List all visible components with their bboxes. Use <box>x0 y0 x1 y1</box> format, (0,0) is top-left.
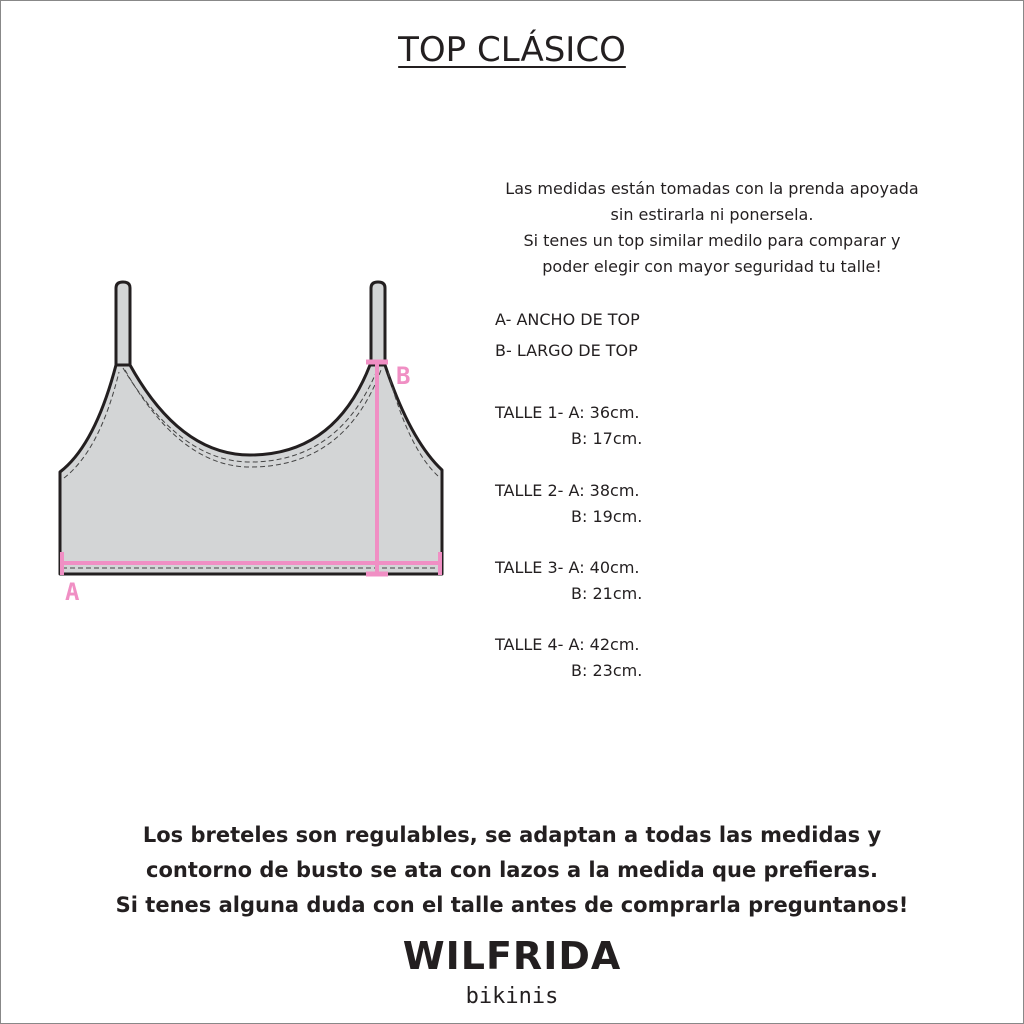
size-2: TALLE 2- A: 38cm. B: 19cm. <box>495 478 642 530</box>
size-3: TALLE 3- A: 40cm. B: 21cm. <box>495 555 642 607</box>
garment <box>58 280 444 576</box>
label-a: A <box>65 578 80 606</box>
size-a: TALLE 4- A: 42cm. <box>495 635 640 654</box>
size-b: B: 17cm. <box>571 429 643 448</box>
intro-line: sin estirarla ni ponersela. <box>610 205 814 224</box>
footer-note: Los breteles son regulables, se adaptan … <box>0 818 1024 923</box>
intro-line: poder elegir con mayor seguridad tu tall… <box>542 257 882 276</box>
size-a: TALLE 3- A: 40cm. <box>495 558 640 577</box>
size-4: TALLE 4- A: 42cm. B: 23cm. <box>495 632 642 684</box>
measure-lines <box>60 359 442 577</box>
size-b: B: 21cm. <box>571 584 643 603</box>
legend-a: A- ANCHO DE TOP <box>495 310 640 329</box>
brand-subtitle: bikinis <box>465 984 559 1009</box>
size-b: B: 23cm. <box>571 661 643 680</box>
footer-line: Si tenes alguna duda con el talle antes … <box>115 893 909 917</box>
label-b: B <box>396 362 410 390</box>
top-body <box>58 363 444 576</box>
intro-text: Las medidas están tomadas con la prenda … <box>470 176 954 280</box>
page-title: TOP CLÁSICO <box>398 30 626 70</box>
footer-line: Los breteles son regulables, se adaptan … <box>142 823 882 847</box>
right-strap <box>369 280 387 367</box>
size-1: TALLE 1- A: 36cm. B: 17cm. <box>495 400 642 452</box>
size-a: TALLE 2- A: 38cm. <box>495 481 640 500</box>
size-b: B: 19cm. <box>571 507 643 526</box>
size-a: TALLE 1- A: 36cm. <box>495 403 640 422</box>
left-strap <box>114 280 132 367</box>
intro-line: Si tenes un top similar medilo para comp… <box>523 231 901 250</box>
legend-b: B- LARGO DE TOP <box>495 341 638 360</box>
brand-logo: WILFRIDA <box>402 934 622 978</box>
footer-line: contorno de busto se ata con lazos a la … <box>146 858 878 882</box>
intro-line: Las medidas están tomadas con la prenda … <box>505 179 919 198</box>
